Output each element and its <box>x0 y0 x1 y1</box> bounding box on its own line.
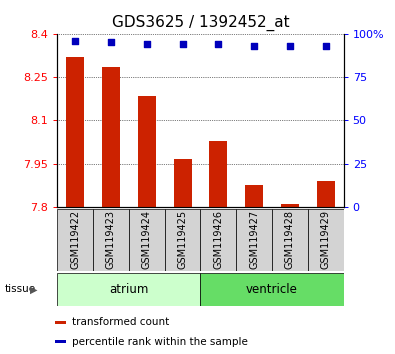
Text: atrium: atrium <box>109 283 149 296</box>
Text: ventricle: ventricle <box>246 283 298 296</box>
Text: GSM119426: GSM119426 <box>213 210 223 269</box>
Bar <box>281 204 299 207</box>
Bar <box>201 273 344 306</box>
Bar <box>165 209 201 271</box>
Point <box>323 43 329 48</box>
Text: GSM119423: GSM119423 <box>106 210 116 269</box>
Bar <box>236 209 272 271</box>
Point <box>179 41 186 47</box>
Bar <box>308 209 344 271</box>
Bar <box>55 340 66 343</box>
Bar <box>174 159 192 207</box>
Point <box>215 41 222 47</box>
Bar <box>57 273 201 306</box>
Bar <box>57 209 93 271</box>
Bar <box>55 321 66 324</box>
Bar <box>209 141 227 207</box>
Bar <box>138 96 156 207</box>
Text: GSM119424: GSM119424 <box>142 210 152 269</box>
Bar <box>245 185 263 207</box>
Bar <box>66 57 84 207</box>
Text: percentile rank within the sample: percentile rank within the sample <box>72 337 248 347</box>
Title: GDS3625 / 1392452_at: GDS3625 / 1392452_at <box>112 15 289 31</box>
Point <box>144 41 150 47</box>
Bar <box>201 209 236 271</box>
Bar <box>93 209 129 271</box>
Point <box>287 43 293 48</box>
Point <box>72 38 78 44</box>
Bar <box>317 181 335 207</box>
Point <box>108 40 114 45</box>
Bar <box>102 67 120 207</box>
Text: ▶: ▶ <box>30 284 37 295</box>
Text: GSM119425: GSM119425 <box>178 210 188 269</box>
Text: GSM119429: GSM119429 <box>321 210 331 269</box>
Text: transformed count: transformed count <box>72 318 170 327</box>
Bar <box>129 209 165 271</box>
Bar <box>272 209 308 271</box>
Text: tissue: tissue <box>5 284 36 295</box>
Text: GSM119427: GSM119427 <box>249 210 259 269</box>
Text: GSM119422: GSM119422 <box>70 210 80 269</box>
Point <box>251 43 257 48</box>
Text: GSM119428: GSM119428 <box>285 210 295 269</box>
